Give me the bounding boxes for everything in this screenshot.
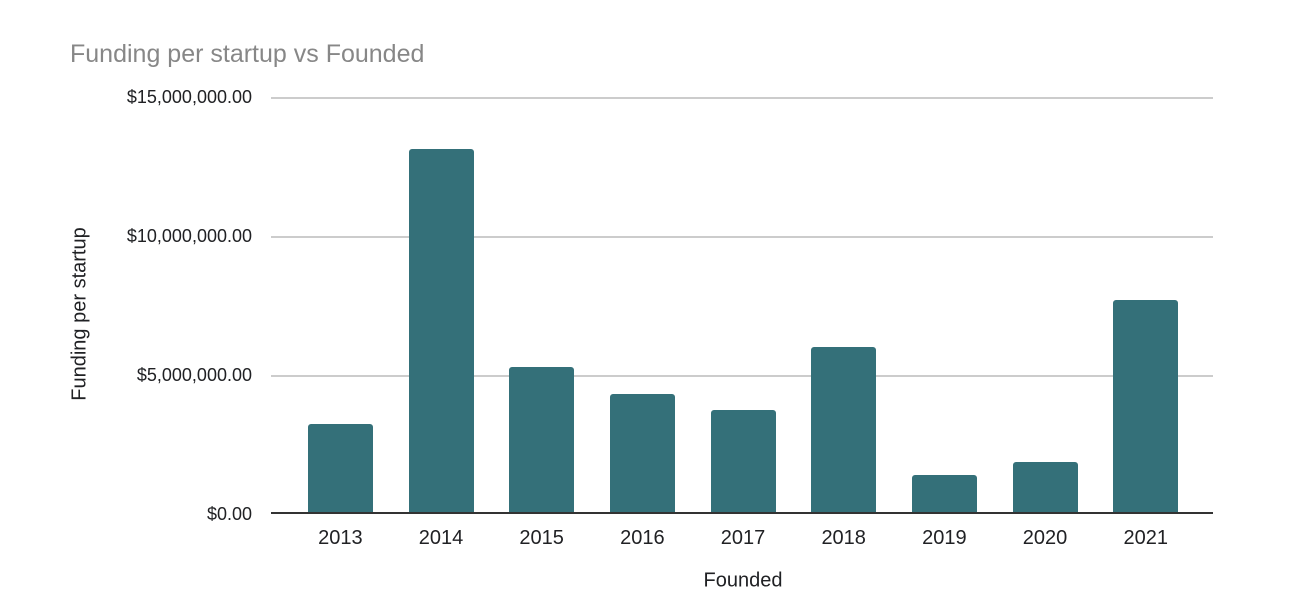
x-axis-line (271, 512, 1213, 514)
y-tick-label: $5,000,000.00 (136, 365, 252, 385)
y-tick-label: $0.00 (206, 504, 252, 524)
x-tick-label: 2015 (519, 527, 564, 549)
gridline (271, 97, 1213, 99)
bar-2014 (408, 148, 474, 512)
x-tick-label: 2013 (318, 527, 363, 549)
bar-2013 (307, 424, 373, 512)
x-tick-label: 2021 (1123, 527, 1168, 549)
bar-2017 (710, 409, 776, 512)
gridline (271, 236, 1213, 238)
y-tick-label: $10,000,000.00 (126, 226, 252, 246)
x-tick-label: 2017 (720, 527, 766, 549)
bar-2020 (1012, 462, 1078, 512)
bar-2018 (811, 346, 877, 512)
bar-2021 (1113, 300, 1179, 512)
y-tick-label: $15,000,000.00 (126, 87, 252, 107)
x-tick-label: 2019 (922, 527, 967, 549)
bar-2016 (609, 393, 675, 512)
x-tick-label: 2018 (821, 527, 866, 549)
x-tick-label: 2020 (1022, 527, 1068, 549)
x-tick-label: 2016 (620, 527, 665, 549)
x-tick-label: 2014 (418, 527, 464, 549)
chart-title: Funding per startup vs Founded (70, 40, 425, 68)
gridline (271, 375, 1213, 377)
plot-area (271, 97, 1213, 514)
bar-2019 (912, 475, 978, 512)
bar-series (290, 97, 1196, 512)
x-axis-title: Founded (703, 569, 783, 592)
bar-2015 (509, 366, 575, 512)
x-axis-tick-labels: 2013 2014 2015 2016 2017 2018 2019 2020 2021 (290, 526, 1196, 550)
